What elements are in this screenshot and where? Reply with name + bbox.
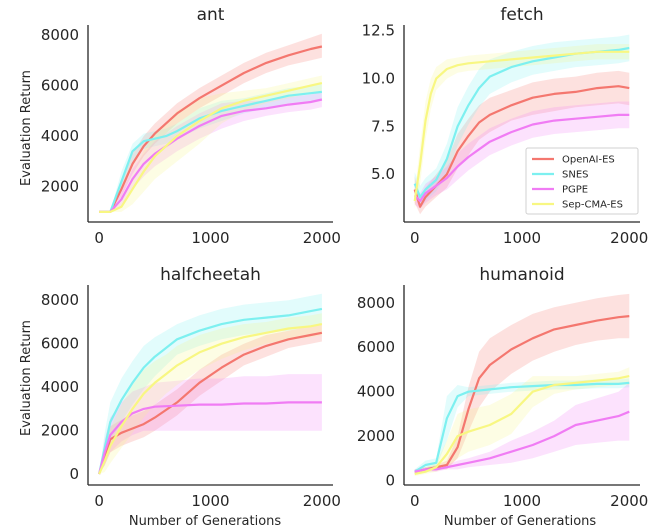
line-openai-es [414, 315, 630, 473]
line-sep-cma-es [413, 50, 630, 202]
x-tick-label: 2000 [610, 229, 648, 247]
legend-label-snes: SNES [562, 170, 589, 181]
panel-ant: 2000 4000 6000 8000 0 1000 2000 ant [41, 5, 341, 247]
xlabel-humanoid: Number of Generations [444, 514, 597, 529]
band-sep-cma-es [99, 75, 322, 212]
y-tick-label: 4000 [41, 127, 79, 145]
y-tick-label: 10.0 [362, 70, 395, 88]
panel-title: fetch [500, 5, 543, 25]
band-openai-es [414, 293, 630, 474]
panel-halfcheetah: 0 2000 4000 6000 8000 0 1000 2000 halfcheetah [41, 265, 341, 510]
x-tick-label: 0 [410, 229, 420, 247]
band-openai-es [99, 324, 322, 475]
line-snes [98, 307, 323, 475]
ylabel-halfcheetah: Evaluation Return [19, 320, 34, 436]
y-tick-label: 12.5 [362, 22, 395, 40]
panel-humanoid: 0 2000 4000 6000 8000 0 1000 2000 humanoid [357, 265, 649, 510]
panel-title: halfcheetah [160, 265, 261, 285]
y-tick-label: 6000 [357, 338, 395, 356]
y-tick-label: 4000 [41, 378, 79, 396]
y-tick-label: 5.0 [371, 165, 395, 183]
x-tick-label: 0 [410, 492, 420, 510]
band-snes [414, 378, 630, 474]
x-tick-label: 2000 [303, 229, 341, 247]
x-tick-label: 2000 [610, 492, 648, 510]
xlabel-halfcheetah: Number of Generations [129, 514, 282, 529]
x-tick-label: 1000 [191, 492, 229, 510]
y-tick-label: 8000 [41, 291, 79, 309]
legend-label-sep-cma-es: Sep-CMA-ES [562, 200, 623, 211]
y-tick-label: 4000 [357, 383, 395, 401]
line-pgpe [98, 401, 322, 475]
line-snes [414, 381, 630, 473]
line-pgpe [413, 113, 630, 203]
band-sep-cma-es [414, 367, 630, 477]
line-openai-es [99, 45, 323, 213]
line-sep-cma-es [98, 323, 323, 475]
y-tick-label: 2000 [41, 178, 79, 196]
y-tick-label: 0 [69, 465, 79, 483]
line-pgpe [414, 410, 630, 473]
y-tick-label: 2000 [357, 427, 395, 445]
line-openai-es [413, 85, 630, 208]
line-pgpe [99, 98, 323, 213]
y-tick-label: 2000 [41, 422, 79, 440]
y-tick-label: 8000 [357, 294, 395, 312]
legend: OpenAI-ES SNES PGPE Sep-CMA-ES [525, 147, 639, 215]
band-pgpe [414, 101, 630, 209]
y-tick-label: 7.5 [371, 117, 395, 135]
y-tick-label: 6000 [41, 77, 79, 95]
line-openai-es [98, 331, 323, 475]
x-tick-label: 2000 [303, 492, 341, 510]
legend-box [525, 147, 639, 215]
line-sep-cma-es [99, 82, 323, 213]
x-tick-label: 0 [94, 229, 104, 247]
x-tick-label: 1000 [503, 229, 541, 247]
x-tick-label: 1000 [191, 229, 229, 247]
band-snes [99, 293, 322, 475]
x-tick-label: 1000 [503, 492, 541, 510]
band-pgpe [414, 382, 630, 474]
panel-fetch: 5.0 7.5 10.0 12.5 0 1000 2000 fetch OpenAI-ES SNE… [362, 5, 649, 247]
y-tick-label: 0 [385, 472, 395, 490]
y-tick-label: 6000 [41, 335, 79, 353]
legend-label-pgpe: PGPE [562, 185, 588, 196]
panel-title: ant [197, 5, 225, 25]
band-openai-es [414, 70, 630, 215]
ylabel-ant: Evaluation Return [19, 70, 34, 186]
y-tick-label: 8000 [41, 26, 79, 44]
band-pgpe [99, 374, 322, 475]
x-tick-label: 0 [94, 492, 104, 510]
panel-title: humanoid [479, 265, 564, 285]
line-snes [99, 90, 323, 213]
line-sep-cma-es [414, 375, 630, 475]
legend-label-openai-es: OpenAI-ES [562, 155, 615, 166]
